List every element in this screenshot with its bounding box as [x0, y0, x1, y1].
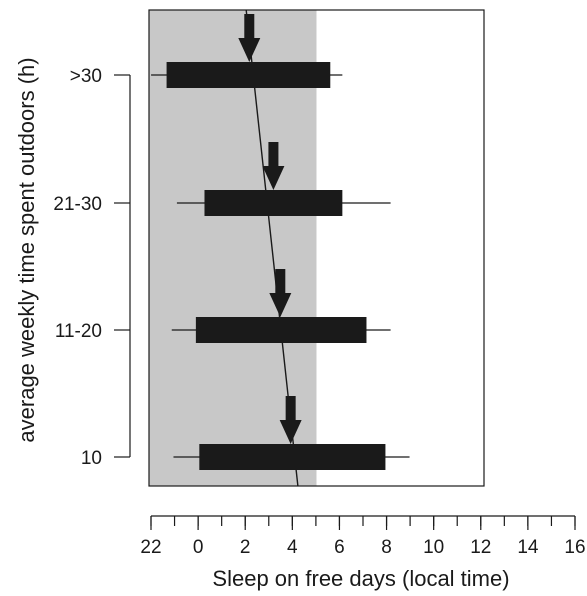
x-tick-label-8: 8 [381, 537, 392, 558]
midsleep-arrow-head-21-30 [262, 166, 285, 190]
axis-layer: >30 21-30 11-20 10 22 0 2 4 6 8 10 12 14 16 [53, 66, 585, 558]
midsleep-arrow-shaft-10 [285, 396, 296, 420]
y-tick-label->30: >30 [70, 66, 102, 87]
x-tick-label-10: 10 [423, 537, 444, 558]
x-tick-label-16: 16 [564, 537, 585, 558]
sleep-bar->30 [166, 62, 331, 88]
midsleep-arrow-shaft->30 [244, 14, 255, 38]
x-tick-label-12: 12 [470, 537, 491, 558]
sleep-bar-21-30 [204, 190, 343, 216]
x-tick-label-6: 6 [334, 537, 345, 558]
x-tick-label-22: 22 [140, 537, 161, 558]
midsleep-arrow-head->30 [238, 38, 261, 62]
x-axis-title: Sleep on free days (local time) [212, 566, 509, 591]
y-tick-label-11-20: 11-20 [55, 321, 102, 342]
y-tick-label-10: 10 [81, 448, 102, 469]
y-tick-label-21-30: 21-30 [53, 194, 102, 215]
midsleep-arrow-shaft-21-30 [268, 142, 279, 166]
midsleep-arrow-shaft-11-20 [275, 269, 286, 293]
x-tick-label-14: 14 [517, 537, 539, 558]
plot-frame [148, 9, 485, 487]
x-tick-label-4: 4 [287, 537, 298, 558]
x-tick-label-2: 2 [240, 537, 251, 558]
midsleep-arrow-head-10 [279, 420, 302, 444]
plot-layer [148, 9, 485, 487]
x-tick-label-0: 0 [193, 537, 204, 558]
midsleep-arrow-head-11-20 [269, 293, 292, 317]
y-axis-title: average weekly time spent outdoors (h) [14, 57, 39, 442]
sleep-bar-11-20 [195, 317, 367, 343]
sleep-bar-10 [199, 444, 386, 470]
